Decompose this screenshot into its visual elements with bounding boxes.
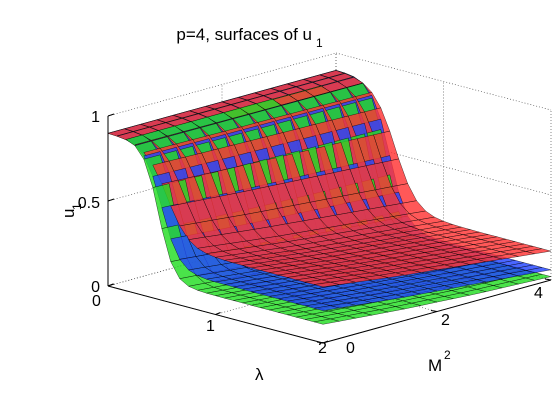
floor-grid-x-0 — [107, 222, 337, 287]
chart-title-subscript: 1 — [316, 36, 323, 50]
z-tick-0.5: 0.5 — [78, 195, 100, 212]
z-axis-label: u — [59, 209, 78, 218]
y-axis-label: M — [428, 356, 442, 375]
side-wall-hgrid-1 — [107, 137, 337, 202]
x-tick-1: 1 — [206, 318, 215, 335]
y-tick-mark-2 — [544, 278, 552, 281]
y-tick-2: 2 — [441, 312, 450, 329]
y-tick-mark-0 — [316, 341, 324, 344]
y-tick-4: 4 — [534, 285, 543, 302]
surface-1-cell-23-0 — [313, 305, 340, 311]
surface-meshes — [107, 70, 552, 325]
back-wall-hgrid-1 — [335, 137, 552, 196]
side-wall-hgrid-2 — [107, 52, 337, 117]
y-axis-label-superscript: 2 — [444, 348, 451, 362]
z-tick-mark-2 — [107, 113, 115, 117]
y-tick-0: 0 — [346, 340, 355, 357]
axes-front — [107, 113, 552, 344]
x-tick-mark-1 — [215, 312, 221, 315]
z-tick-1: 1 — [91, 109, 100, 126]
x-tick-mark-2 — [322, 340, 329, 344]
z-tick-0: 0 — [91, 279, 100, 296]
x-tick-2: 2 — [318, 340, 327, 357]
z-axis-label-subscript: 1 — [70, 203, 84, 210]
x-tick-0: 0 — [92, 293, 101, 310]
x-tick-mark-0 — [107, 283, 114, 287]
z-tick-mark-1 — [107, 198, 115, 202]
back-wall-hgrid-2 — [335, 52, 552, 111]
y-tick-mark-1 — [430, 310, 438, 312]
chart-title: p=4, surfaces of u — [176, 25, 312, 44]
surface-0-cell-23-0 — [313, 282, 340, 288]
surface-2-cell-23-0 — [313, 318, 340, 325]
x-axis-label: λ — [255, 365, 264, 384]
